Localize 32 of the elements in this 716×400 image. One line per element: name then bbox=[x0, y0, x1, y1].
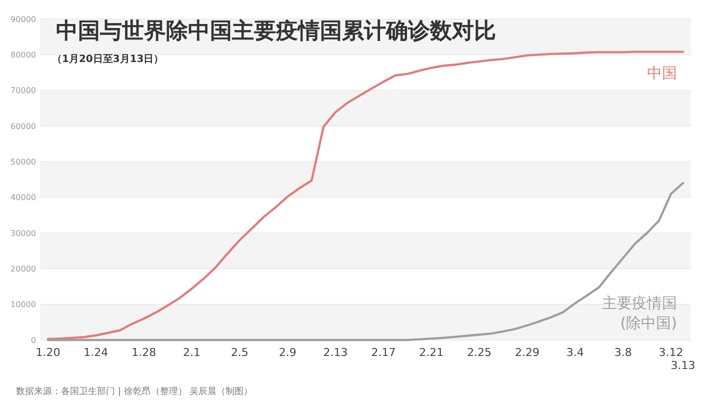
line-series bbox=[46, 182, 684, 342]
y-tick-label: 60000 bbox=[10, 122, 36, 131]
x-tick-label: 2.29 bbox=[514, 346, 540, 359]
x-tick-label: 1.24 bbox=[84, 346, 108, 359]
series-label: 主要疫情国 (除中国) bbox=[602, 294, 677, 332]
y-tick-label: 20000 bbox=[10, 264, 36, 274]
x-tick-label: 2.21 bbox=[419, 346, 444, 359]
x-tick-label: 3.13 bbox=[670, 359, 696, 372]
x-tick-label: 1.28 bbox=[132, 346, 156, 359]
x-tick-label: 3.12 bbox=[658, 346, 684, 359]
chart-title: 中国与世界除中国主要疫情国累计确诊数对比 bbox=[56, 18, 496, 44]
x-tick-label: 2.25 bbox=[467, 346, 492, 359]
y-tick-label: 90000 bbox=[10, 14, 36, 24]
y-tick-label: 40000 bbox=[10, 193, 36, 202]
x-tick-label: 3.4 bbox=[566, 346, 584, 359]
source-note: 数据来源：各国卫生部门 | 徐乾昂（整理） 吴辰晨（制图） bbox=[16, 386, 253, 397]
y-tick-label: 80000 bbox=[10, 50, 36, 60]
y-tick-label: 0 bbox=[30, 336, 36, 345]
x-tick-label: 2.9 bbox=[278, 346, 296, 359]
series-label: 中国 bbox=[647, 64, 677, 82]
y-tick-label: 70000 bbox=[10, 86, 36, 96]
x-tick-label: 2.1 bbox=[183, 346, 201, 359]
line-series bbox=[46, 50, 684, 340]
x-tick-label: 3.8 bbox=[614, 346, 632, 359]
y-tick-label: 50000 bbox=[10, 157, 36, 166]
x-tick-label: 2.5 bbox=[230, 346, 248, 359]
x-tick-label: 2.13 bbox=[323, 346, 348, 359]
x-tick-label: 2.17 bbox=[371, 346, 396, 359]
text: （1月20日至3月13日） bbox=[52, 54, 164, 65]
y-tick-label: 30000 bbox=[10, 228, 36, 238]
x-tick-label: 1.20 bbox=[36, 346, 60, 359]
y-tick-label: 10000 bbox=[10, 300, 36, 310]
